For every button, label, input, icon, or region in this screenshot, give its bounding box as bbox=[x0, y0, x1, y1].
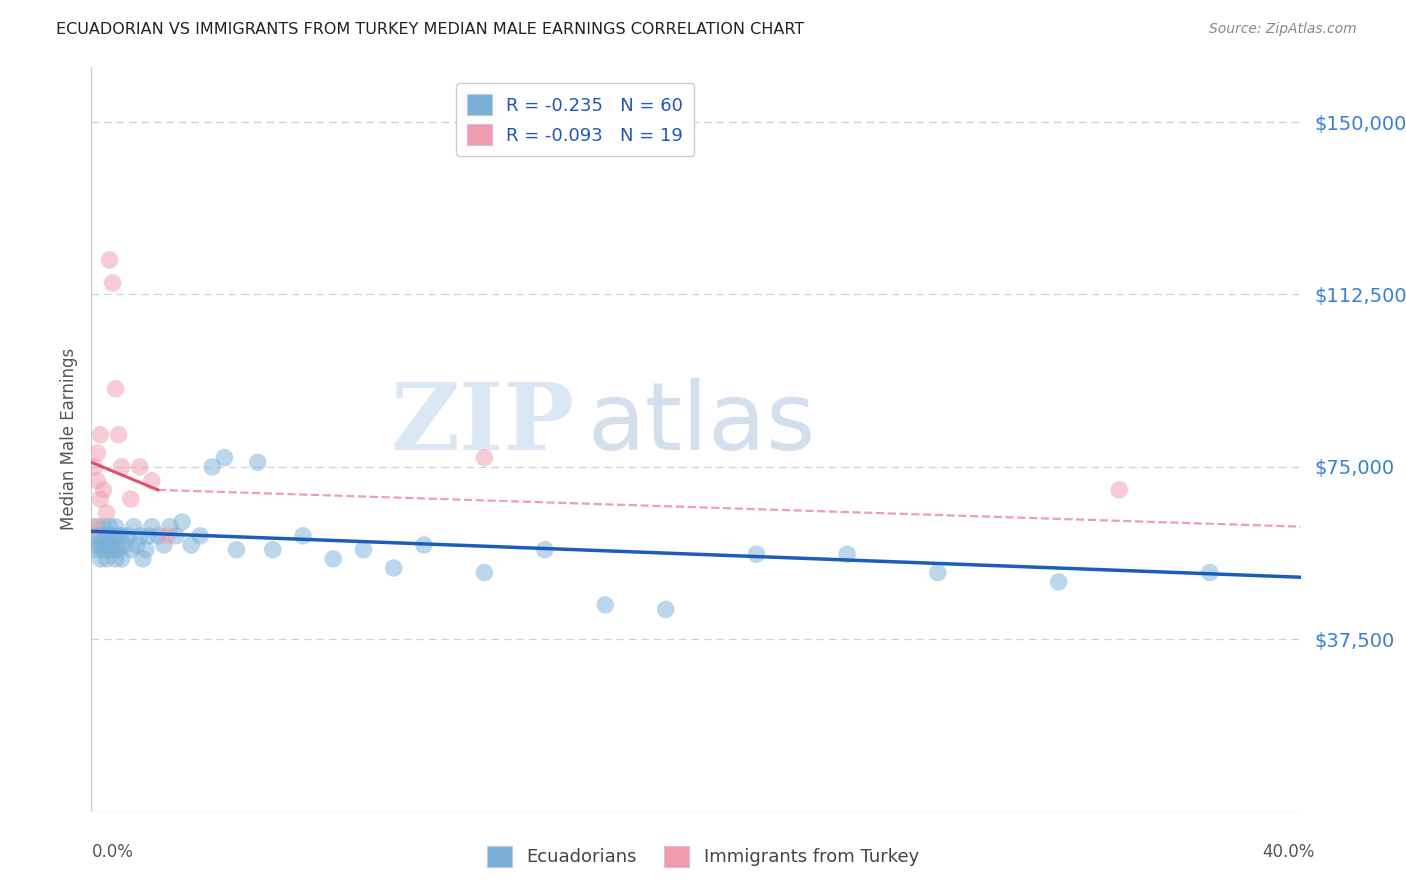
Point bbox=[188, 529, 211, 543]
Point bbox=[98, 529, 121, 543]
Point bbox=[96, 529, 118, 543]
Text: atlas: atlas bbox=[588, 378, 815, 470]
Point bbox=[101, 276, 124, 290]
Point bbox=[114, 538, 136, 552]
Point bbox=[352, 542, 374, 557]
Point bbox=[86, 519, 108, 533]
Point bbox=[107, 529, 129, 543]
Point bbox=[83, 538, 105, 552]
Point bbox=[111, 459, 132, 474]
Point bbox=[146, 529, 169, 543]
Point bbox=[117, 529, 139, 543]
Legend: R = -0.235   N = 60, R = -0.093   N = 19: R = -0.235 N = 60, R = -0.093 N = 19 bbox=[456, 83, 695, 156]
Point bbox=[120, 542, 142, 557]
Point bbox=[98, 519, 121, 533]
Point bbox=[104, 552, 127, 566]
Point bbox=[89, 552, 111, 566]
Point bbox=[382, 561, 405, 575]
Point bbox=[153, 538, 176, 552]
Point bbox=[111, 552, 132, 566]
Point bbox=[654, 602, 676, 616]
Point bbox=[86, 474, 108, 488]
Point bbox=[292, 529, 315, 543]
Point bbox=[101, 529, 124, 543]
Point bbox=[262, 542, 284, 557]
Legend: Ecuadorians, Immigrants from Turkey: Ecuadorians, Immigrants from Turkey bbox=[479, 838, 927, 874]
Point bbox=[83, 519, 105, 533]
Point bbox=[1108, 483, 1130, 497]
Point bbox=[159, 519, 181, 533]
Point bbox=[104, 519, 127, 533]
Point bbox=[246, 455, 269, 469]
Point bbox=[472, 450, 495, 465]
Point bbox=[835, 547, 858, 561]
Point bbox=[107, 427, 129, 442]
Point bbox=[201, 459, 224, 474]
Text: ZIP: ZIP bbox=[391, 379, 575, 469]
Point bbox=[125, 538, 148, 552]
Point bbox=[101, 538, 124, 552]
Point bbox=[595, 598, 617, 612]
Point bbox=[141, 519, 163, 533]
Point bbox=[413, 538, 436, 552]
Point bbox=[128, 529, 150, 543]
Point bbox=[122, 519, 145, 533]
Point bbox=[93, 542, 115, 557]
Point bbox=[96, 506, 118, 520]
Point bbox=[165, 529, 187, 543]
Point bbox=[89, 492, 111, 507]
Point bbox=[104, 542, 127, 557]
Point bbox=[98, 252, 121, 267]
Point bbox=[89, 427, 111, 442]
Text: 40.0%: 40.0% bbox=[1263, 843, 1315, 861]
Point bbox=[214, 450, 236, 465]
Point bbox=[927, 566, 949, 580]
Point bbox=[533, 542, 555, 557]
Point bbox=[138, 529, 160, 543]
Point bbox=[96, 552, 118, 566]
Y-axis label: Median Male Earnings: Median Male Earnings bbox=[59, 348, 77, 531]
Point bbox=[172, 515, 194, 529]
Text: Source: ZipAtlas.com: Source: ZipAtlas.com bbox=[1209, 22, 1357, 37]
Point bbox=[89, 538, 111, 552]
Point bbox=[180, 538, 202, 552]
Point bbox=[1198, 566, 1220, 580]
Point bbox=[93, 483, 115, 497]
Point bbox=[156, 529, 179, 543]
Point bbox=[225, 542, 247, 557]
Point bbox=[120, 492, 142, 507]
Point bbox=[322, 552, 344, 566]
Point bbox=[83, 529, 105, 543]
Point bbox=[745, 547, 768, 561]
Point bbox=[141, 474, 163, 488]
Point bbox=[86, 446, 108, 460]
Point bbox=[83, 459, 105, 474]
Point bbox=[111, 529, 132, 543]
Point bbox=[93, 519, 115, 533]
Point bbox=[96, 538, 118, 552]
Point bbox=[132, 552, 155, 566]
Point bbox=[135, 542, 157, 557]
Point bbox=[104, 382, 127, 396]
Point bbox=[107, 542, 129, 557]
Point bbox=[128, 459, 150, 474]
Point bbox=[89, 529, 111, 543]
Text: ECUADORIAN VS IMMIGRANTS FROM TURKEY MEDIAN MALE EARNINGS CORRELATION CHART: ECUADORIAN VS IMMIGRANTS FROM TURKEY MED… bbox=[56, 22, 804, 37]
Point bbox=[98, 542, 121, 557]
Point bbox=[86, 542, 108, 557]
Text: 0.0%: 0.0% bbox=[91, 843, 134, 861]
Point bbox=[472, 566, 495, 580]
Point bbox=[1047, 574, 1070, 589]
